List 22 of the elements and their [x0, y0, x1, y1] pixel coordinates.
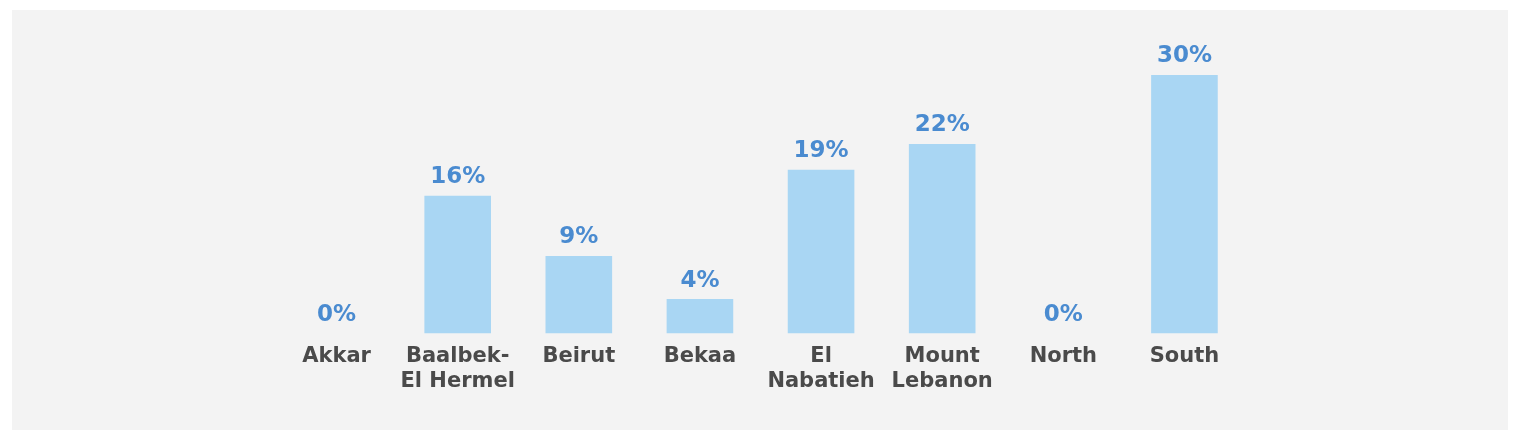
- data-label: 22%: [914, 110, 970, 137]
- data-label: 30%: [1156, 41, 1212, 68]
- bar: [908, 143, 976, 334]
- bar: [787, 169, 855, 334]
- data-label: 0%: [317, 300, 357, 327]
- bar: [1151, 75, 1218, 334]
- x-tick-label: Mount Lebanon: [891, 342, 993, 392]
- bar: [545, 256, 613, 334]
- x-tick-label: North: [1029, 342, 1097, 367]
- data-label: 9%: [559, 222, 599, 249]
- data-label: 0%: [1043, 300, 1083, 327]
- data-label: 4%: [680, 265, 720, 292]
- data-label: 16%: [430, 162, 486, 189]
- bar: [666, 299, 734, 334]
- x-tick-label: El Nabatieh: [767, 342, 875, 392]
- bar: [424, 195, 491, 334]
- x-tick-label: Baalbek- El Hermel: [400, 342, 515, 392]
- x-tick-label: Akkar: [302, 342, 372, 367]
- x-tick-label: Beirut: [542, 342, 616, 367]
- x-tick-label: South: [1149, 342, 1220, 367]
- data-label: 19%: [793, 136, 849, 163]
- x-tick-label: Bekaa: [663, 342, 737, 367]
